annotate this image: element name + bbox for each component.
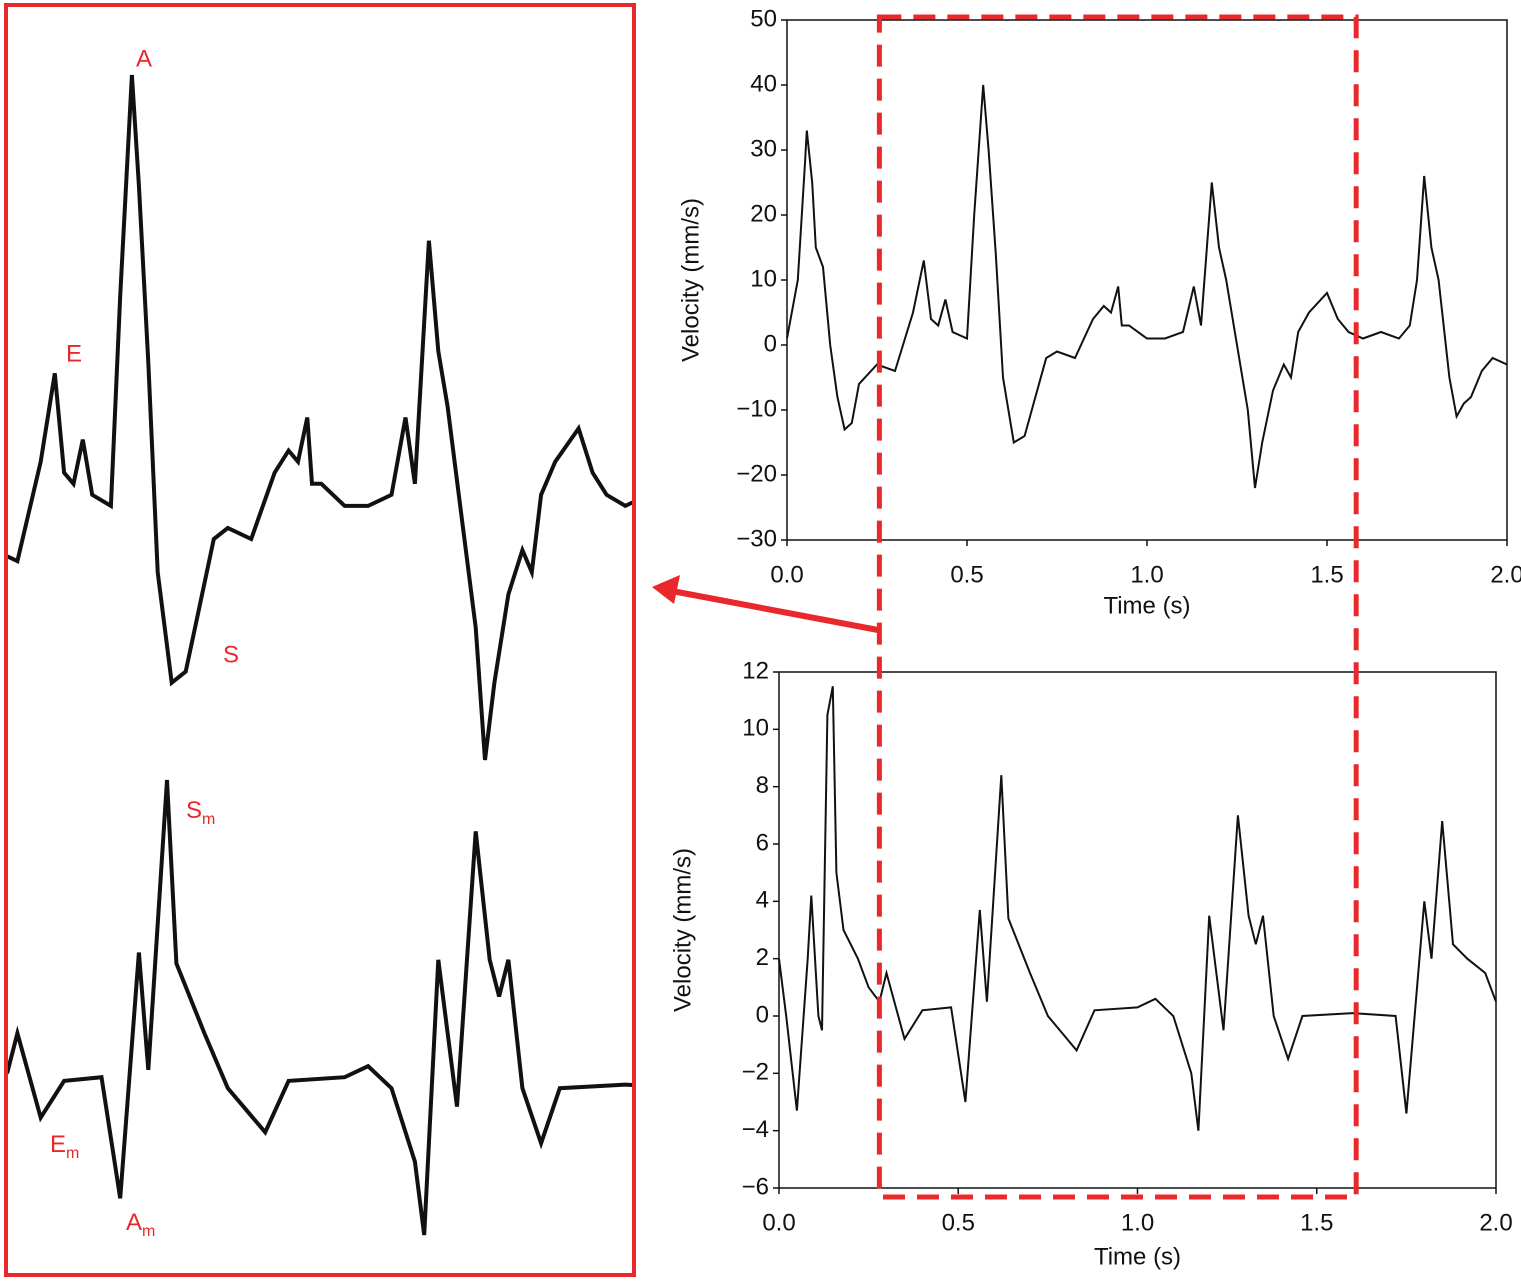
x-tick-label: 0.0 [762, 1209, 795, 1236]
label-main: A [126, 1209, 142, 1236]
y-tick-label: 2 [756, 944, 769, 971]
x-tick-label: 0.0 [770, 561, 803, 588]
zoom-line [8, 779, 632, 1236]
x-tick-label: 1.0 [1130, 561, 1163, 588]
zoom-label: Em [50, 1131, 79, 1162]
x-tick-label: 0.5 [950, 561, 983, 588]
y-tick-label: 0 [764, 330, 777, 357]
y-tick-label: 40 [750, 70, 777, 97]
x-tick-label: 1.0 [1121, 1209, 1154, 1236]
y-axis-label: Velocity (mm/s) [669, 848, 696, 1012]
zoom-line [8, 74, 632, 761]
y-axis-label: Velocity (mm/s) [677, 198, 704, 362]
zoom-label: A [136, 45, 152, 72]
x-axis-label: Time (s) [1094, 1243, 1181, 1270]
x-tick-label: 2.0 [1479, 1209, 1512, 1236]
zoom-label: E [66, 340, 82, 367]
zoom-label: Am [126, 1209, 155, 1240]
y-tick-label: 12 [742, 657, 769, 684]
label-sub: m [202, 811, 215, 828]
zoom-label: Sm [186, 797, 215, 828]
y-tick-label: 30 [750, 135, 777, 162]
y-tick-label: −10 [736, 395, 777, 422]
x-tick-label: 0.5 [942, 1209, 975, 1236]
velocity-line [778, 686, 1497, 1131]
y-tick-label: 4 [756, 887, 769, 914]
y-tick-label: −30 [736, 525, 777, 552]
y-tick-label: 50 [750, 5, 777, 32]
velocity-line [786, 84, 1508, 489]
y-tick-label: 0 [756, 1001, 769, 1028]
x-axis-label: Time (s) [1103, 592, 1190, 619]
y-tick-label: 6 [756, 829, 769, 856]
plot-frame [786, 19, 1508, 541]
zoom-window [876, 14, 1359, 1200]
zoom-label: S [223, 641, 239, 668]
y-tick-label: 10 [750, 265, 777, 292]
plot-frame [778, 671, 1497, 1189]
arrow-head [652, 575, 680, 604]
x-tick-label: 1.5 [1310, 561, 1343, 588]
y-tick-label: 20 [750, 200, 777, 227]
x-tick-label: 2.0 [1490, 561, 1521, 588]
label-main: S [186, 797, 202, 824]
y-tick-label: 10 [742, 715, 769, 742]
label-main: E [50, 1131, 66, 1158]
y-tick-label: −2 [742, 1059, 769, 1086]
zoom-frame [4, 3, 636, 1277]
zoom-arrow [671, 588, 879, 633]
x-tick-label: 1.5 [1300, 1209, 1333, 1236]
label-sub: m [66, 1145, 79, 1162]
y-tick-label: −4 [742, 1116, 769, 1143]
y-tick-label: 8 [756, 772, 769, 799]
y-tick-label: −6 [742, 1173, 769, 1200]
y-tick-label: −20 [736, 460, 777, 487]
label-sub: m [142, 1223, 155, 1240]
